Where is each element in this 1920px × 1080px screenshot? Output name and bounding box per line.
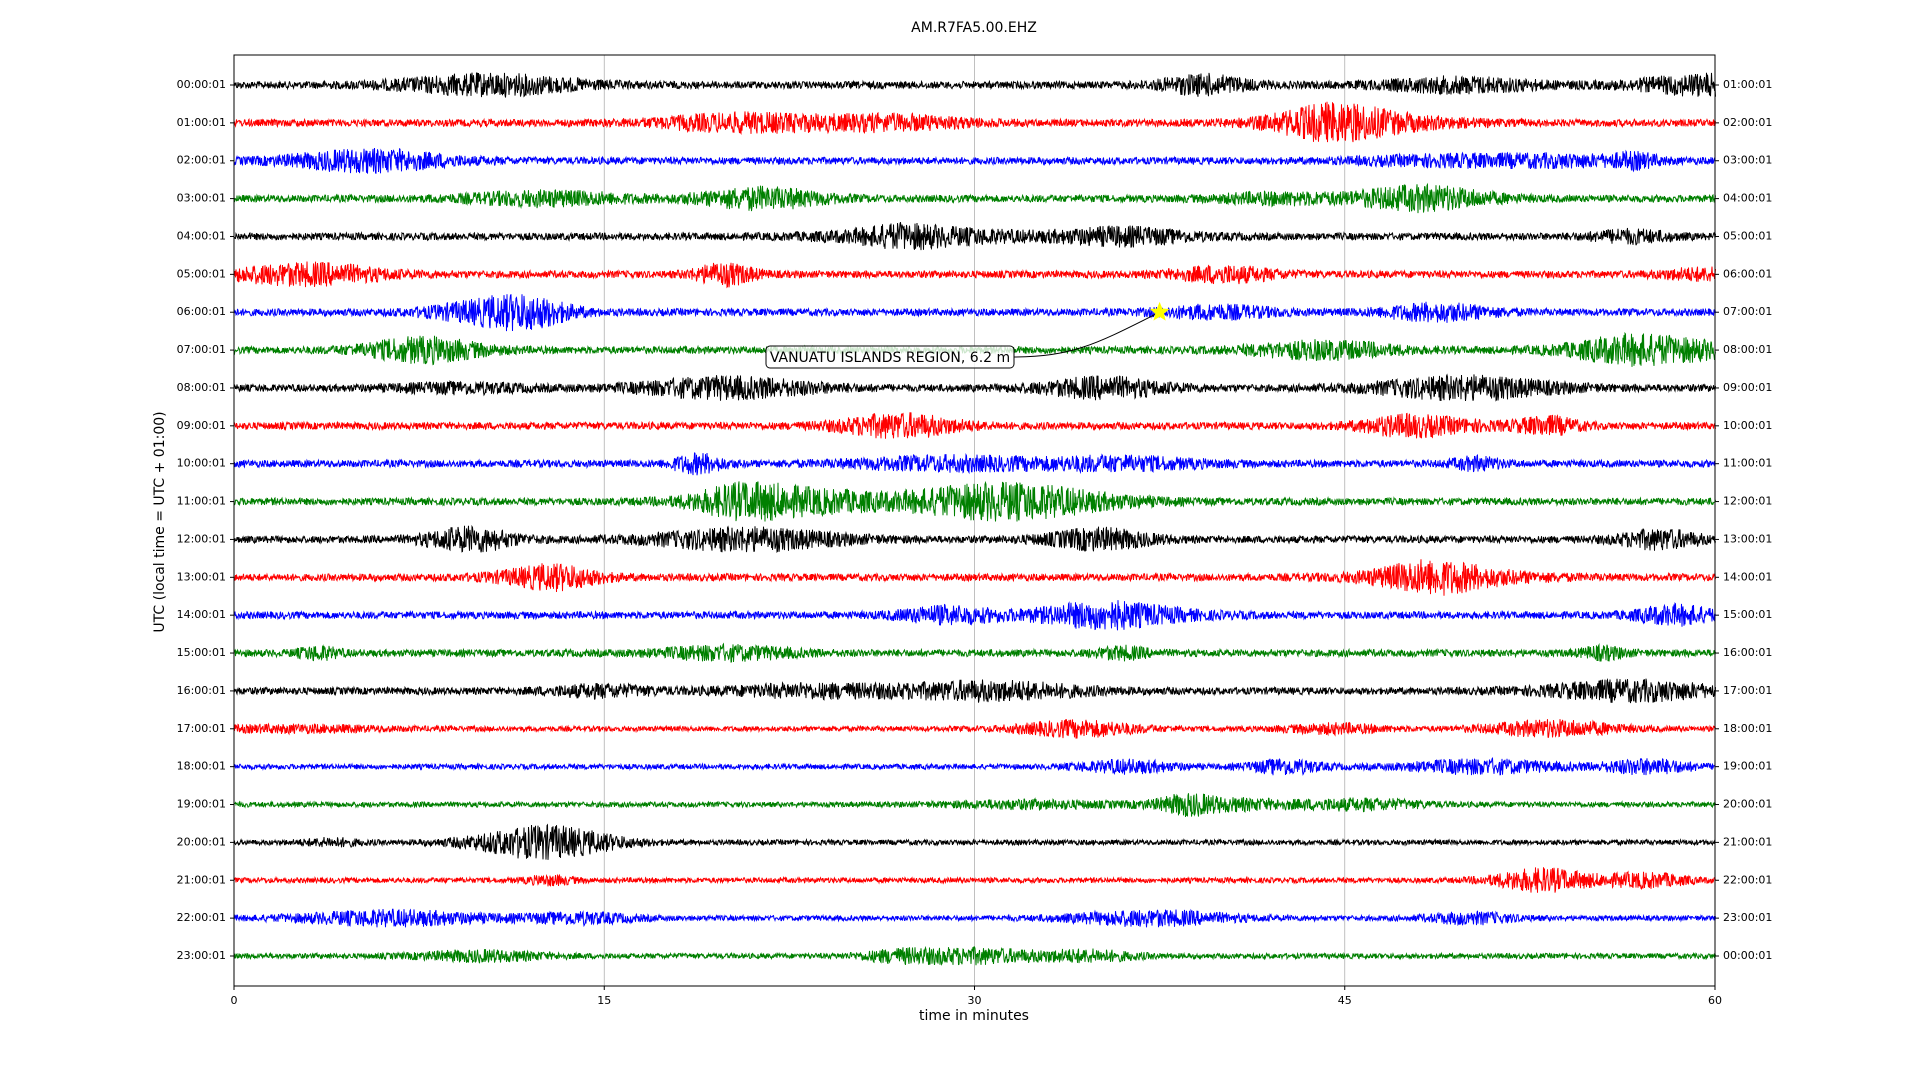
- y-tick-label-right: 19:00:01: [1723, 760, 1772, 773]
- y-tick-label: 02:00:01: [177, 154, 226, 167]
- trace: [233, 480, 1716, 522]
- y-tick-label-right: 13:00:01: [1723, 532, 1772, 545]
- y-tick-label-right: 00:00:01: [1723, 949, 1772, 962]
- y-axis-label: UTC (local time = UTC + 01:00): [152, 411, 168, 632]
- event-marker: [1149, 301, 1170, 321]
- y-tick-label: 09:00:01: [177, 419, 226, 432]
- x-tick-label: 15: [597, 994, 611, 1007]
- plot-frame: [233, 54, 1716, 987]
- y-tick-label-right: 23:00:01: [1723, 911, 1772, 924]
- y-tick-label: 07:00:01: [177, 343, 226, 356]
- y-tick-label-right: 15:00:01: [1723, 608, 1772, 621]
- y-tick-label-right: 04:00:01: [1723, 192, 1772, 205]
- trace: [233, 72, 1716, 98]
- trace: [233, 373, 1716, 402]
- y-tick-label: 08:00:01: [177, 381, 226, 394]
- y-tick-label: 17:00:01: [177, 722, 226, 735]
- y-tick-label: 22:00:01: [177, 911, 226, 924]
- y-tick-label-right: 16:00:01: [1723, 646, 1772, 659]
- y-tick-label-right: 17:00:01: [1723, 684, 1772, 697]
- y-tick-label: 03:00:01: [177, 192, 226, 205]
- y-tick-label: 20:00:01: [177, 835, 226, 848]
- y-tick-label: 10:00:01: [177, 457, 226, 470]
- y-tick-label-right: 02:00:01: [1723, 116, 1772, 129]
- y-tick-label: 21:00:01: [177, 873, 226, 886]
- trace: [233, 412, 1716, 439]
- y-tick-label: 11:00:01: [177, 495, 226, 508]
- y-tick-label-right: 11:00:01: [1723, 457, 1772, 470]
- y-tick-label: 12:00:01: [177, 532, 226, 545]
- trace: [233, 452, 1716, 476]
- x-tick-label: 30: [968, 994, 982, 1007]
- y-tick-label-right: 10:00:01: [1723, 419, 1772, 432]
- x-tick-label: 45: [1338, 994, 1352, 1007]
- y-tick-label-right: 03:00:01: [1723, 154, 1772, 167]
- trace: [233, 793, 1716, 818]
- trace: [233, 908, 1716, 928]
- y-tick-label: 06:00:01: [177, 305, 226, 318]
- y-tick-label-right: 20:00:01: [1723, 798, 1772, 811]
- trace: [233, 101, 1716, 143]
- trace: [233, 945, 1716, 966]
- trace: [233, 823, 1716, 860]
- trace: [233, 600, 1716, 631]
- trace: [233, 867, 1716, 893]
- y-tick-label-right: 09:00:01: [1723, 381, 1772, 394]
- annotation-text: VANUATU ISLANDS REGION, 6.2 m: [770, 350, 1010, 366]
- y-tick-label: 04:00:01: [177, 229, 226, 242]
- trace: [233, 147, 1716, 174]
- x-tick-label: 60: [1708, 994, 1722, 1007]
- y-tick-label-right: 12:00:01: [1723, 495, 1772, 508]
- trace: [233, 677, 1716, 704]
- y-tick-label: 13:00:01: [177, 570, 226, 583]
- y-tick-label-right: 01:00:01: [1723, 78, 1772, 91]
- y-tick-label: 00:00:01: [177, 78, 226, 91]
- y-tick-label: 16:00:01: [177, 684, 226, 697]
- trace: [233, 222, 1716, 251]
- trace: [233, 719, 1716, 739]
- y-tick-label: 19:00:01: [177, 798, 226, 811]
- y-tick-label: 18:00:01: [177, 760, 226, 773]
- y-tick-label: 15:00:01: [177, 646, 226, 659]
- y-tick-label: 23:00:01: [177, 949, 226, 962]
- y-tick-label: 05:00:01: [177, 267, 226, 280]
- y-tick-label-right: 06:00:01: [1723, 267, 1772, 280]
- x-tick-label: 0: [231, 994, 238, 1007]
- y-tick-label-right: 21:00:01: [1723, 835, 1772, 848]
- y-tick-label-right: 22:00:01: [1723, 873, 1772, 886]
- y-tick-label-right: 14:00:01: [1723, 570, 1772, 583]
- trace: [233, 182, 1716, 214]
- chart-title: AM.R7FA5.00.EHZ: [911, 20, 1037, 36]
- trace: [233, 261, 1716, 289]
- trace: [233, 524, 1716, 553]
- y-tick-label-right: 07:00:01: [1723, 305, 1772, 318]
- y-tick-label-right: 08:00:01: [1723, 343, 1772, 356]
- trace: [233, 294, 1716, 332]
- trace: [233, 756, 1716, 776]
- y-tick-label-right: 05:00:01: [1723, 229, 1772, 242]
- trace: [233, 642, 1716, 663]
- y-tick-label: 14:00:01: [177, 608, 226, 621]
- annotation-arrow: [1013, 311, 1160, 358]
- annotation-box: [765, 345, 1015, 369]
- x-axis-label: time in minutes: [919, 1008, 1029, 1024]
- y-tick-label: 01:00:01: [177, 116, 226, 129]
- y-tick-label-right: 18:00:01: [1723, 722, 1772, 735]
- trace: [233, 559, 1716, 596]
